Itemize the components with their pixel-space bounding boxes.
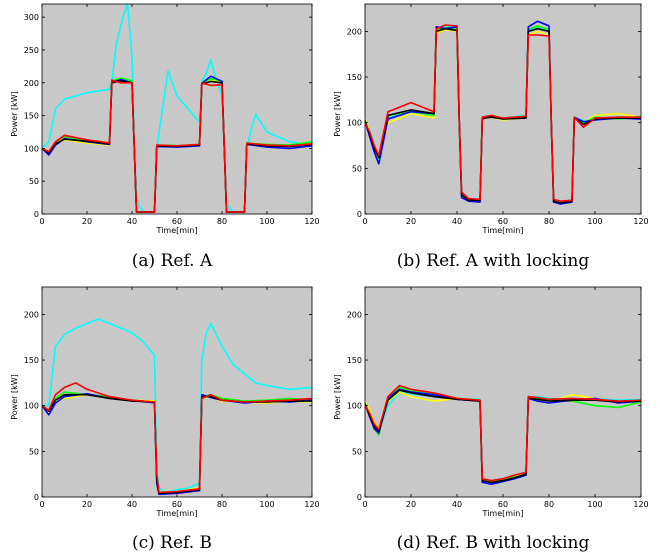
x-axis-label-c: Time[min] — [156, 509, 198, 518]
y-tick-label-d: 150 — [347, 356, 362, 365]
y-tick-label-d: 0 — [357, 493, 362, 502]
y-tick-label-c: 50 — [29, 447, 39, 456]
panel-b: 0 20 40 60 80 100 120 0 50 100 150 200 Time[min] Powe… — [333, 3, 649, 235]
panel-a: 0 20 40 60 80 100 120 0 50 100 150 200 250 300 Time[mi… — [10, 3, 320, 235]
x-tick-label-c: 0 — [39, 500, 44, 509]
y-tick-label-a: 150 — [24, 112, 39, 121]
x-tick-label-b: 120 — [633, 217, 648, 226]
x-tick-label-c: 40 — [127, 500, 137, 509]
x-tick-label-d: 60 — [498, 500, 508, 509]
x-axis-label-a: Time[min] — [156, 226, 198, 235]
x-tick-label-b: 100 — [587, 217, 602, 226]
y-axis-label-a: Power [kW] — [10, 91, 19, 137]
series-group-d — [365, 384, 641, 486]
x-tick-label-a: 20 — [82, 217, 92, 226]
plot-area-c — [42, 287, 312, 497]
plot-area-b — [365, 4, 641, 214]
y-tick-label-c: 100 — [24, 402, 39, 411]
y-tick-label-d: 200 — [347, 310, 362, 319]
x-tick-label-d: 120 — [633, 500, 648, 509]
x-tick-label-b: 60 — [498, 217, 508, 226]
x-tick-label-b: 80 — [544, 217, 554, 226]
series-line-a-5 — [42, 79, 312, 213]
series-line-b-5 — [365, 24, 641, 202]
x-tick-label-d: 20 — [406, 500, 416, 509]
y-tick-label-a: 200 — [24, 79, 39, 88]
x-tick-label-c: 100 — [259, 500, 274, 509]
y-tick-label-c: 0 — [34, 493, 39, 502]
y-axis-label-c: Power [kW] — [10, 374, 19, 420]
x-tick-label-a: 0 — [39, 217, 44, 226]
caption-d: (d) Ref. B with locking — [397, 533, 590, 553]
y-tick-label-b: 200 — [347, 27, 362, 36]
x-tick-label-c: 80 — [217, 500, 227, 509]
y-tick-label-b: 150 — [347, 73, 362, 82]
series-line-c-5 — [42, 382, 312, 494]
x-tick-label-b: 40 — [452, 217, 462, 226]
x-tick-label-a: 100 — [259, 217, 274, 226]
x-tick-label-c: 120 — [304, 500, 319, 509]
y-axis-label-d: Power [kW] — [333, 374, 342, 420]
series-group-a — [42, 4, 312, 213]
y-axis-label-b: Power [kW] — [333, 91, 342, 137]
x-tick-label-b: 0 — [362, 217, 367, 226]
y-tick-label-b: 50 — [352, 164, 362, 173]
caption-c: (c) Ref. B — [132, 533, 212, 553]
y-tick-label-d: 50 — [352, 447, 362, 456]
x-tick-label-b: 20 — [406, 217, 416, 226]
y-tick-label-a: 0 — [34, 210, 39, 219]
series-line-c-0 — [42, 318, 312, 494]
x-tick-label-a: 120 — [304, 217, 319, 226]
series-line-c-3 — [42, 392, 312, 496]
y-tick-label-a: 250 — [24, 46, 39, 55]
x-tick-label-a: 40 — [127, 217, 137, 226]
x-axis-label-b: Time[min] — [482, 226, 524, 235]
x-tick-label-d: 40 — [452, 500, 462, 509]
x-tick-label-d: 100 — [587, 500, 602, 509]
x-axis-label-d: Time[min] — [482, 509, 524, 518]
caption-a: (a) Ref. A — [132, 251, 213, 271]
x-tick-label-c: 60 — [172, 500, 182, 509]
x-tick-label-a: 80 — [217, 217, 227, 226]
plot-area-a — [42, 4, 312, 214]
y-tick-label-c: 150 — [24, 356, 39, 365]
y-tick-label-b: 0 — [357, 210, 362, 219]
series-line-d-5 — [365, 384, 641, 482]
x-tick-label-a: 60 — [172, 217, 182, 226]
y-tick-label-d: 100 — [347, 402, 362, 411]
caption-b: (b) Ref. A with locking — [397, 251, 590, 271]
x-tick-label-d: 80 — [544, 500, 554, 509]
y-tick-label-a: 100 — [24, 144, 39, 153]
y-tick-label-a: 50 — [29, 177, 39, 186]
x-tick-label-d: 0 — [362, 500, 367, 509]
x-tick-label-c: 20 — [82, 500, 92, 509]
panel-d: 0 20 40 60 80 100 120 0 50 100 150 200 Time[min] Powe… — [333, 286, 649, 518]
y-tick-label-b: 100 — [347, 119, 362, 128]
series-group-c — [42, 318, 312, 496]
y-tick-label-a: 300 — [24, 13, 39, 22]
series-group-b — [365, 20, 641, 205]
panel-c: 0 20 40 60 80 100 120 0 50 100 150 200 Time[min] Powe… — [10, 286, 320, 518]
y-tick-label-c: 200 — [24, 310, 39, 319]
